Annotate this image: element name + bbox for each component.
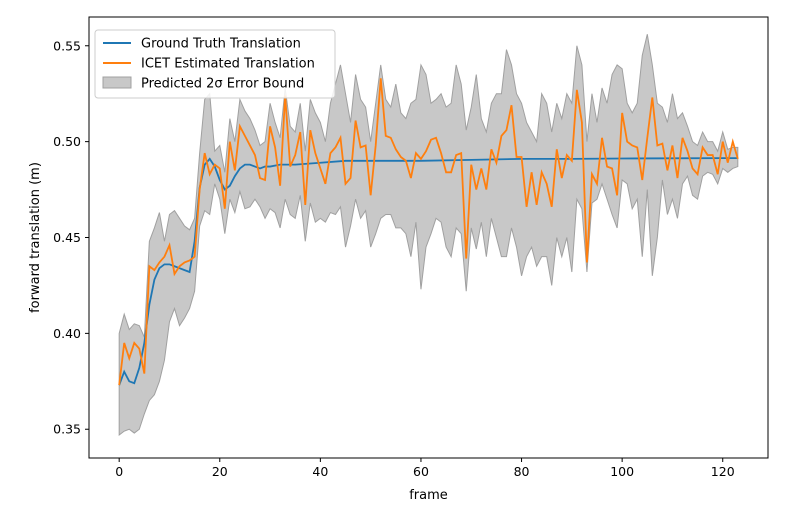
legend-box [94,29,336,99]
x-tick-label: 40 [312,464,328,479]
legend-label-icet: ICET Estimated Translation [141,57,315,72]
legend-label-ground-truth: Ground Truth Translation [141,37,301,52]
x-tick-label: 80 [514,464,530,479]
x-axis-label: frame [409,488,448,503]
y-tick-label: 0.35 [53,422,81,437]
y-axis-label: forward translation (m) [28,162,43,313]
y-axis: 0.35 0.40 0.45 0.50 0.55 [53,38,89,437]
x-tick-label: 0 [115,464,123,479]
icet-estimated-line [118,78,739,386]
x-tick-label: 20 [212,464,228,479]
x-tick-label: 120 [711,464,735,479]
legend: Ground Truth Translation ICET Estimated … [94,29,336,99]
ground-truth-line [118,157,738,386]
x-tick-label: 100 [610,464,634,479]
y-tick-label: 0.55 [53,38,81,53]
legend-swatch-error-bound [102,76,132,89]
y-tick-label: 0.45 [53,230,81,245]
y-tick-label: 0.50 [53,134,81,149]
legend-label-error-bound: Predicted 2σ Error Bound [141,77,304,92]
x-tick-label: 60 [413,464,429,479]
x-axis: 0 20 40 60 80 100 120 [115,458,735,479]
plot-area [118,34,739,436]
y-tick-label: 0.40 [53,326,81,341]
